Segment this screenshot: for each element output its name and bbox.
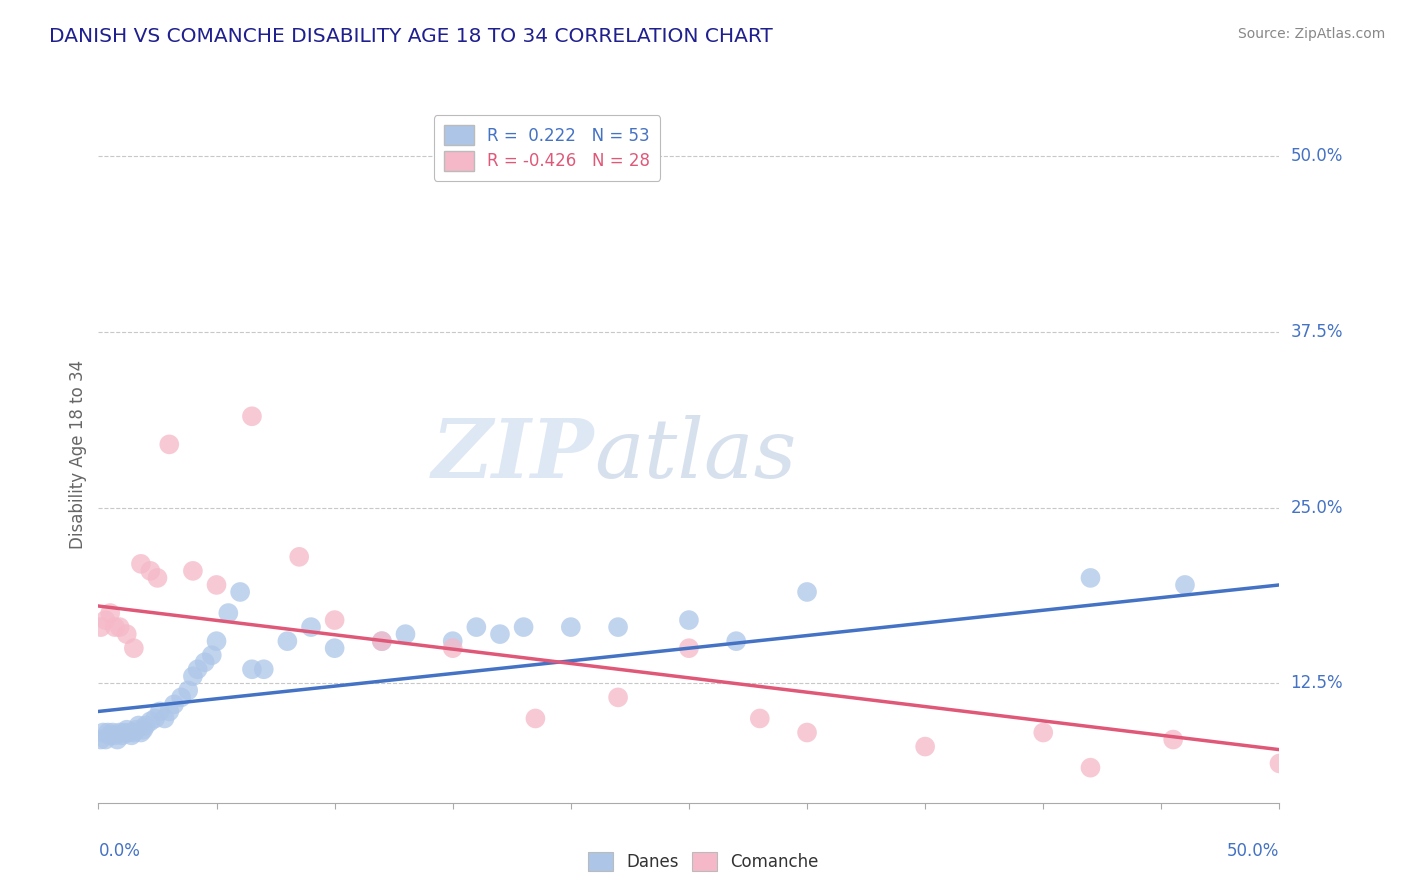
- Point: [149, 705, 172, 719]
- Point: [143, 711, 166, 725]
- Point: [217, 606, 239, 620]
- Point: [253, 662, 276, 676]
- Point: [371, 634, 394, 648]
- Point: [98, 606, 121, 620]
- Point: [441, 634, 464, 648]
- Point: [607, 690, 630, 705]
- Point: [105, 732, 128, 747]
- Point: [205, 634, 228, 648]
- Text: 50.0%: 50.0%: [1227, 842, 1279, 860]
- Point: [748, 711, 770, 725]
- Point: [489, 627, 512, 641]
- Point: [170, 690, 193, 705]
- Legend: Danes, Comanche: Danes, Comanche: [579, 843, 827, 880]
- Point: [240, 409, 263, 424]
- Point: [229, 585, 252, 599]
- Point: [122, 641, 145, 656]
- Point: [98, 728, 121, 742]
- Point: [205, 578, 228, 592]
- Point: [118, 725, 141, 739]
- Point: [132, 723, 155, 737]
- Point: [288, 549, 311, 564]
- Point: [323, 613, 346, 627]
- Point: [678, 641, 700, 656]
- Point: [607, 620, 630, 634]
- Point: [725, 634, 748, 648]
- Point: [94, 732, 117, 747]
- Point: [112, 725, 135, 739]
- Point: [108, 620, 131, 634]
- Text: 25.0%: 25.0%: [1291, 499, 1343, 516]
- Point: [129, 557, 152, 571]
- Point: [678, 613, 700, 627]
- Point: [104, 728, 127, 742]
- Point: [512, 620, 534, 634]
- Point: [90, 732, 112, 747]
- Point: [1268, 756, 1291, 771]
- Point: [465, 620, 488, 634]
- Text: Source: ZipAtlas.com: Source: ZipAtlas.com: [1237, 27, 1385, 41]
- Text: DANISH VS COMANCHE DISABILITY AGE 18 TO 34 CORRELATION CHART: DANISH VS COMANCHE DISABILITY AGE 18 TO …: [49, 27, 773, 45]
- Point: [108, 725, 131, 739]
- Text: atlas: atlas: [595, 415, 797, 495]
- Point: [394, 627, 416, 641]
- Point: [157, 437, 180, 451]
- Point: [796, 585, 818, 599]
- Point: [139, 564, 162, 578]
- Point: [1032, 725, 1054, 739]
- Point: [1161, 732, 1184, 747]
- Text: 12.5%: 12.5%: [1291, 674, 1343, 692]
- Point: [163, 698, 186, 712]
- Y-axis label: Disability Age 18 to 34: Disability Age 18 to 34: [69, 360, 87, 549]
- Point: [101, 725, 124, 739]
- Point: [201, 648, 224, 663]
- Point: [121, 728, 143, 742]
- Point: [97, 725, 120, 739]
- Point: [177, 683, 200, 698]
- Text: 50.0%: 50.0%: [1291, 147, 1343, 165]
- Point: [128, 718, 150, 732]
- Point: [323, 641, 346, 656]
- Point: [94, 613, 117, 627]
- Point: [796, 725, 818, 739]
- Point: [139, 714, 162, 729]
- Point: [181, 564, 204, 578]
- Text: ZIP: ZIP: [432, 415, 595, 495]
- Point: [914, 739, 936, 754]
- Point: [1174, 578, 1197, 592]
- Point: [129, 725, 152, 739]
- Point: [276, 634, 298, 648]
- Point: [299, 620, 322, 634]
- Text: 37.5%: 37.5%: [1291, 323, 1343, 341]
- Point: [115, 627, 138, 641]
- Point: [194, 655, 217, 669]
- Point: [125, 723, 148, 737]
- Point: [240, 662, 263, 676]
- Point: [153, 711, 176, 725]
- Point: [157, 705, 180, 719]
- Point: [560, 620, 582, 634]
- Legend: R =  0.222   N = 53, R = -0.426   N = 28: R = 0.222 N = 53, R = -0.426 N = 28: [434, 115, 661, 180]
- Point: [371, 634, 394, 648]
- Point: [135, 718, 157, 732]
- Point: [90, 620, 112, 634]
- Point: [441, 641, 464, 656]
- Point: [1080, 761, 1102, 775]
- Point: [91, 725, 114, 739]
- Point: [187, 662, 209, 676]
- Point: [1080, 571, 1102, 585]
- Point: [122, 725, 145, 739]
- Point: [111, 728, 134, 742]
- Point: [181, 669, 204, 683]
- Point: [146, 571, 169, 585]
- Point: [115, 723, 138, 737]
- Text: 0.0%: 0.0%: [98, 842, 141, 860]
- Point: [524, 711, 547, 725]
- Point: [104, 620, 127, 634]
